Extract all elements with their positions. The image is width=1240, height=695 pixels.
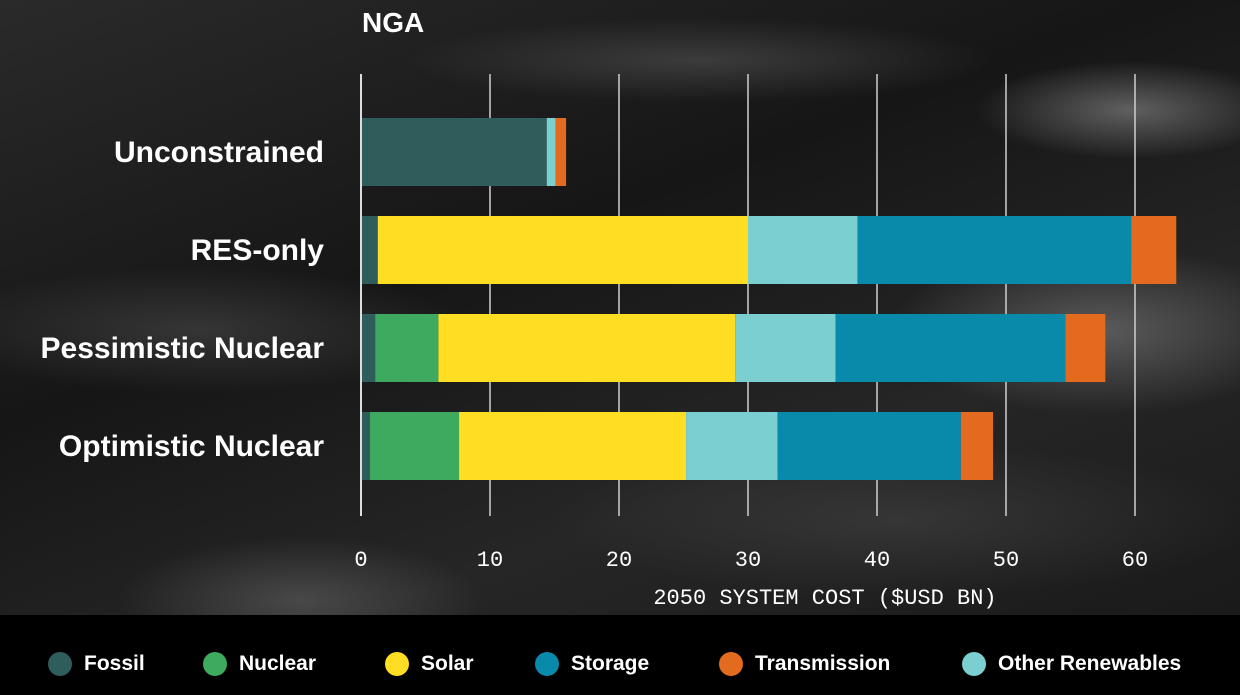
legend-swatch — [48, 652, 72, 676]
legend-item: Nuclear — [203, 651, 316, 677]
bar-segment-nuclear — [370, 412, 460, 480]
legend-item: Fossil — [48, 651, 145, 677]
chart-title: NGA — [362, 7, 424, 38]
x-tick-label: 40 — [864, 548, 890, 573]
stacked-bar-chart: NGA Unconstrained RES-only Pessimistic Nuc… — [41, 7, 1177, 611]
legend-swatch — [535, 652, 559, 676]
legend-label: Solar — [421, 652, 474, 675]
category-label: Pessimistic Nuclear — [41, 332, 325, 365]
legend-label: Storage — [571, 652, 650, 675]
bar-segment-storage — [777, 412, 961, 480]
x-tick-label: 60 — [1122, 548, 1148, 573]
x-tick-label: 30 — [735, 548, 761, 573]
bar-segment-other-renewables — [546, 118, 556, 186]
bar-segment-transmission — [1131, 216, 1177, 284]
category-labels: Unconstrained RES-only Pessimistic Nuclear… — [41, 136, 325, 463]
satellite-night-background — [0, 0, 1240, 615]
bar-segment-storage — [857, 216, 1132, 284]
bar-segment-storage — [835, 314, 1066, 382]
legend-swatch — [962, 652, 986, 676]
bar-segment-other-renewables — [686, 412, 778, 480]
legend-label: Nuclear — [239, 652, 317, 675]
x-tick-label: 50 — [993, 548, 1019, 573]
bar-segment-fossil — [361, 412, 371, 480]
bar-segment-nuclear — [375, 314, 439, 382]
x-tick-label: 10 — [477, 548, 503, 573]
bar-segment-fossil — [361, 314, 376, 382]
legend-label: Fossil — [84, 652, 145, 675]
legend-label: Other Renewables — [998, 652, 1182, 675]
x-tick-label: 0 — [354, 548, 367, 573]
bar-segment-other-renewables — [748, 216, 858, 284]
bars — [361, 118, 1177, 480]
bar-segment-solar — [459, 412, 687, 480]
legend-swatch — [719, 652, 743, 676]
legend: Fossil Nuclear Solar Storage Transmission Oth… — [0, 615, 1240, 695]
bar-segment-transmission — [960, 412, 994, 480]
legend-swatch — [203, 652, 227, 676]
bar-segment-solar — [438, 314, 736, 382]
bar-segment-transmission — [1065, 314, 1106, 382]
category-label: Optimistic Nuclear — [59, 430, 324, 463]
legend-swatch — [385, 652, 409, 676]
legend-item: Other Renewables — [962, 651, 1181, 677]
category-label: RES-only — [191, 234, 325, 267]
bar-segment-fossil — [361, 216, 378, 284]
bar-segment-other-renewables — [735, 314, 836, 382]
bar-segment-transmission — [555, 118, 567, 186]
legend-item: Transmission — [719, 651, 890, 677]
legend-item: Solar — [385, 651, 474, 677]
x-tick-labels: 0 10 20 30 40 50 60 — [354, 548, 1148, 573]
x-tick-label: 20 — [606, 548, 632, 573]
bar-segment-solar — [377, 216, 748, 284]
category-label: Unconstrained — [114, 136, 324, 169]
legend-label: Transmission — [755, 652, 891, 675]
x-axis-label: 2050 SYSTEM COST ($USD BN) — [653, 586, 996, 611]
legend-item: Storage — [535, 651, 649, 677]
bar-segment-fossil — [361, 118, 547, 186]
